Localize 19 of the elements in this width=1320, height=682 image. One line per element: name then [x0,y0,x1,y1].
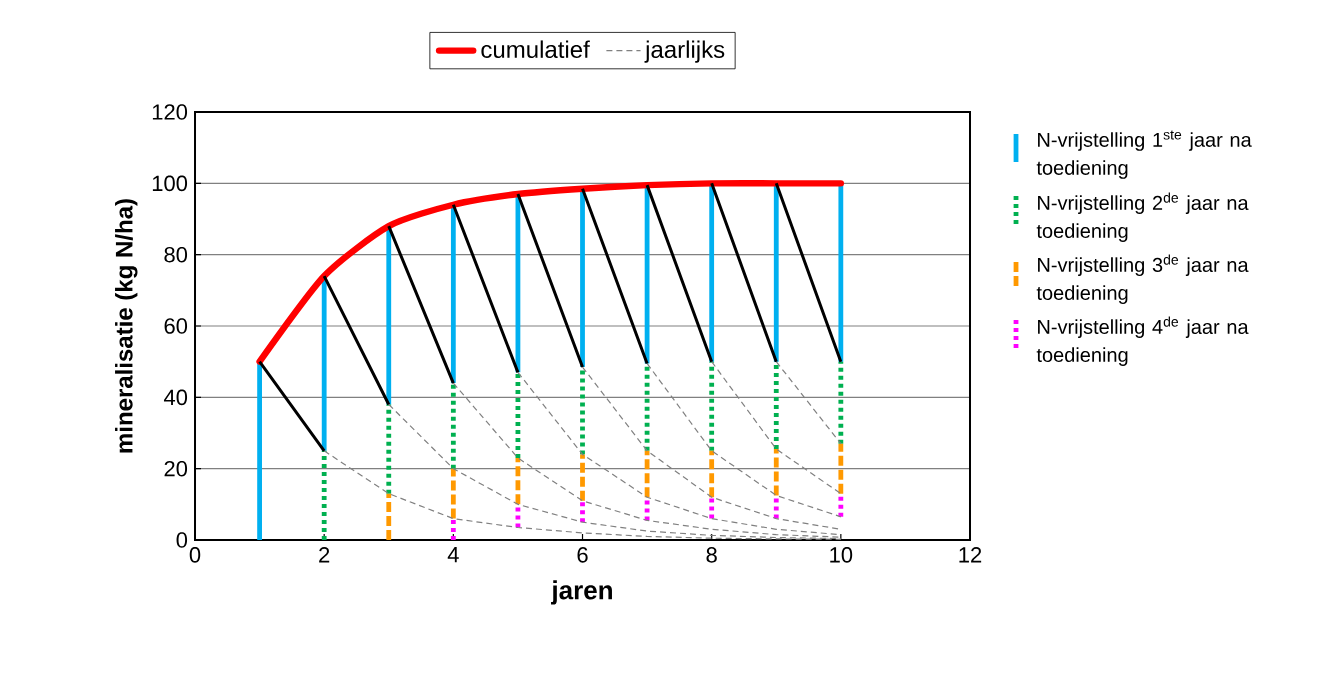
legend-label: jaarlijks [644,40,725,63]
text: N-vrijstelling 4$^{de}$ jaar na toediening [1036,316,1249,366]
x-tick-label: 2 [319,547,330,563]
y-tick-label: 100 [152,175,188,192]
x-axis-title: jaren [551,580,612,605]
y-tick-label: 120 [152,104,188,120]
y-tick-label: 0 [176,532,188,548]
x-tick-label: 10 [830,547,853,563]
y-tick-label: 60 [164,318,188,334]
x-tick-label: 4 [447,547,459,563]
y-axis-title: mineralisatie (kg N/ha) [115,199,138,453]
legend-label: cumulatief [481,40,590,59]
x-tick-label: 0 [189,547,201,563]
y-tick-label: 20 [164,460,188,477]
x-tick-label: 12 [959,547,982,563]
y-tick-label: 80 [164,246,188,263]
x-tick-label: 8 [706,547,717,563]
x-tick-label: 6 [577,547,588,563]
y-tick-label: 40 [163,389,188,406]
